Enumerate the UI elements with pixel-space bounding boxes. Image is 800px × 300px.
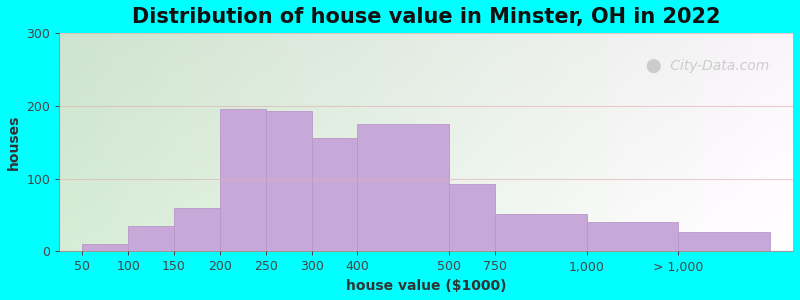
Bar — [311, 138, 358, 251]
Bar — [586, 222, 678, 251]
Bar — [174, 208, 220, 251]
Text: ⬤  City-Data.com: ⬤ City-Data.com — [646, 58, 770, 73]
Bar — [495, 214, 586, 251]
Y-axis label: houses: houses — [7, 114, 21, 170]
Bar — [449, 184, 495, 251]
Bar — [82, 244, 128, 251]
Title: Distribution of house value in Minster, OH in 2022: Distribution of house value in Minster, … — [132, 7, 721, 27]
Bar — [220, 109, 266, 251]
Bar — [358, 124, 449, 251]
Bar — [266, 111, 311, 251]
X-axis label: house value ($1000): house value ($1000) — [346, 279, 506, 293]
Bar — [128, 226, 174, 251]
Bar — [678, 232, 770, 251]
